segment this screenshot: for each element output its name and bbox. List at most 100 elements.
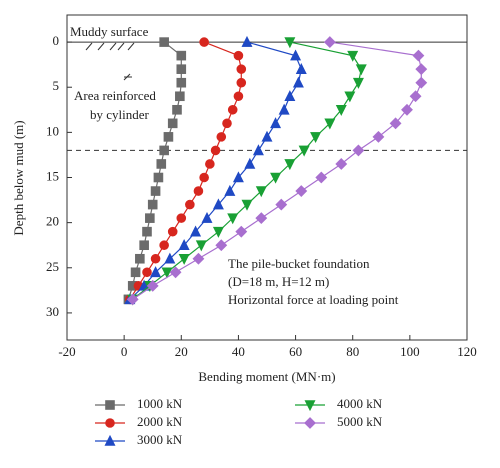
marker: [261, 130, 273, 142]
marker: [104, 434, 116, 446]
legend-item: 1000 kN: [95, 396, 183, 411]
ground-hatch: [85, 42, 135, 81]
marker: [167, 118, 178, 129]
marker: [235, 225, 248, 238]
x-tick-label: -20: [58, 344, 75, 359]
series: [126, 36, 428, 306]
marker: [344, 91, 356, 103]
marker: [169, 266, 182, 279]
marker: [215, 239, 228, 252]
marker: [201, 211, 213, 223]
marker: [185, 199, 195, 210]
marker: [352, 144, 365, 157]
marker: [409, 90, 422, 103]
marker: [241, 35, 253, 47]
marker: [167, 226, 178, 237]
y-tick-label: 30: [46, 304, 59, 319]
marker: [153, 172, 164, 183]
marker: [172, 104, 182, 115]
marker: [415, 76, 428, 89]
series: [123, 37, 187, 305]
marker: [195, 240, 207, 252]
marker: [139, 240, 149, 251]
marker: [178, 239, 190, 251]
marker: [190, 225, 202, 237]
series: [127, 37, 367, 306]
y-tick-label: 20: [46, 214, 59, 229]
x-tick-label: 80: [346, 344, 359, 359]
marker: [142, 226, 152, 237]
marker: [227, 104, 238, 115]
x-axis-label: Bending moment (MN·m): [198, 369, 335, 384]
annotation: (D=18 m, H=12 m): [228, 274, 329, 289]
marker: [347, 50, 359, 62]
legend-item: 3000 kN: [95, 432, 183, 447]
marker: [352, 77, 364, 89]
marker: [255, 212, 268, 225]
marker: [295, 185, 308, 197]
marker: [389, 117, 402, 130]
marker: [224, 184, 236, 196]
annotation: The pile-bucket foundation: [228, 256, 370, 271]
marker: [216, 132, 227, 142]
marker: [175, 91, 185, 102]
marker: [176, 77, 187, 88]
y-tick-label: 25: [46, 259, 59, 274]
legend-label: 2000 kN: [137, 414, 183, 429]
marker: [156, 159, 167, 169]
marker: [415, 63, 428, 76]
marker: [275, 198, 288, 211]
marker: [412, 49, 425, 62]
marker: [355, 64, 367, 76]
marker: [205, 159, 215, 169]
marker: [270, 172, 282, 184]
marker: [159, 240, 169, 251]
y-axis-label: Depth below mud (m): [11, 120, 26, 235]
marker: [252, 144, 264, 156]
legend-label: 5000 kN: [337, 414, 383, 429]
annotation: Horizontal force at loading point: [228, 292, 399, 307]
marker: [401, 103, 413, 116]
marker: [335, 104, 347, 116]
marker: [222, 118, 232, 129]
marker: [193, 186, 204, 196]
marker: [142, 267, 152, 278]
marker: [270, 117, 282, 129]
legend-label: 4000 kN: [337, 396, 383, 411]
annotation: Muddy surface: [70, 24, 149, 39]
legend-label: 3000 kN: [137, 432, 183, 447]
marker: [145, 213, 155, 223]
x-tick-label: 40: [232, 344, 245, 359]
marker: [146, 279, 159, 292]
marker: [284, 159, 296, 171]
annotation: Area reinforced: [74, 88, 156, 103]
legend-item: 5000 kN: [295, 414, 383, 429]
marker: [161, 267, 173, 279]
marker: [304, 400, 316, 412]
marker: [298, 145, 310, 157]
x-tick-label: 100: [400, 344, 420, 359]
marker: [315, 171, 328, 184]
x-tick-label: 60: [289, 344, 302, 359]
marker: [372, 130, 385, 143]
marker: [212, 226, 224, 238]
marker: [236, 64, 247, 74]
marker: [284, 37, 296, 49]
y-tick-label: 0: [53, 33, 60, 48]
legend-item: 2000 kN: [95, 414, 183, 429]
y-tick-label: 10: [46, 123, 59, 138]
marker: [295, 62, 307, 74]
marker: [323, 36, 336, 49]
marker: [178, 253, 190, 265]
marker: [335, 158, 348, 170]
marker: [292, 76, 304, 88]
marker: [105, 418, 115, 428]
marker: [212, 198, 224, 210]
marker: [278, 103, 290, 115]
marker: [192, 252, 205, 265]
marker: [130, 267, 141, 278]
annotation: by cylinder: [90, 107, 150, 122]
marker: [310, 132, 322, 144]
marker: [135, 253, 145, 264]
marker: [236, 77, 247, 88]
